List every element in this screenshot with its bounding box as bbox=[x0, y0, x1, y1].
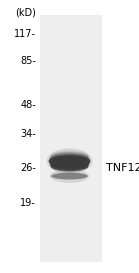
Ellipse shape bbox=[47, 149, 92, 174]
Ellipse shape bbox=[49, 155, 90, 167]
Ellipse shape bbox=[50, 159, 89, 170]
Ellipse shape bbox=[50, 160, 89, 170]
Text: 26-: 26- bbox=[20, 163, 36, 173]
Ellipse shape bbox=[51, 151, 89, 161]
Text: TNF12: TNF12 bbox=[106, 163, 139, 173]
Ellipse shape bbox=[49, 157, 90, 168]
Text: 117-: 117- bbox=[14, 29, 36, 39]
Text: 34-: 34- bbox=[20, 129, 36, 139]
Ellipse shape bbox=[49, 154, 90, 165]
Text: 48-: 48- bbox=[20, 100, 36, 110]
Ellipse shape bbox=[51, 162, 88, 171]
Ellipse shape bbox=[51, 151, 88, 160]
Ellipse shape bbox=[51, 173, 88, 180]
Ellipse shape bbox=[50, 153, 89, 163]
Ellipse shape bbox=[51, 161, 89, 171]
Ellipse shape bbox=[50, 169, 89, 183]
Text: 85-: 85- bbox=[20, 57, 36, 66]
Ellipse shape bbox=[50, 158, 89, 169]
Ellipse shape bbox=[50, 153, 89, 164]
Text: 19-: 19- bbox=[20, 198, 36, 208]
Text: (kD): (kD) bbox=[15, 7, 36, 17]
Ellipse shape bbox=[49, 155, 90, 167]
Bar bbox=[40, 15, 102, 262]
Ellipse shape bbox=[50, 152, 89, 162]
Ellipse shape bbox=[49, 155, 90, 166]
Ellipse shape bbox=[49, 156, 90, 167]
